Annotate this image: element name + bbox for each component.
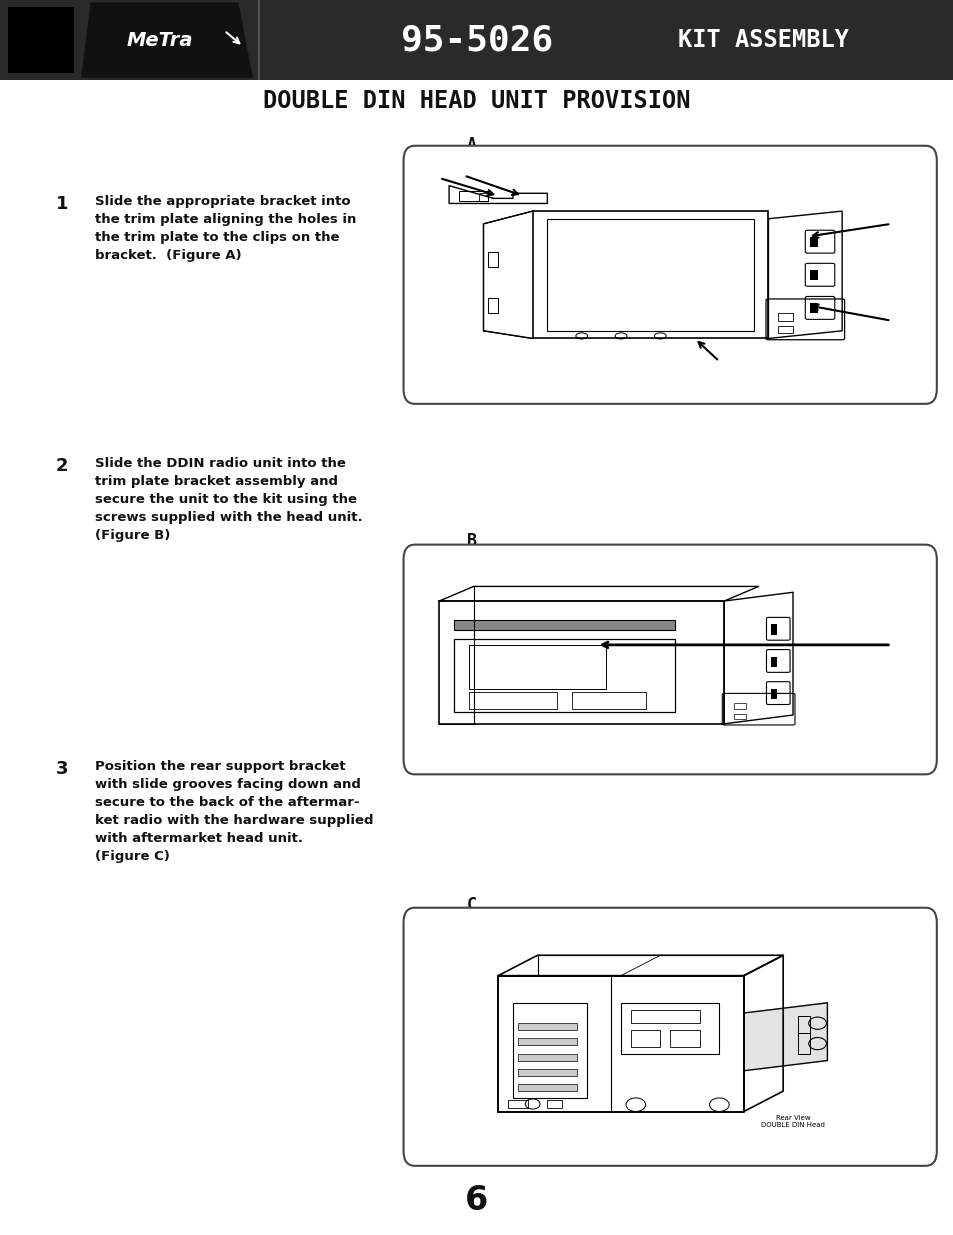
Bar — [809, 303, 817, 312]
Bar — [669, 1030, 699, 1047]
Bar — [797, 1016, 809, 1034]
Text: Rear View
DOUBLE DIN Head: Rear View DOUBLE DIN Head — [760, 1115, 824, 1129]
Text: KIT ASSEMBLY: KIT ASSEMBLY — [677, 28, 848, 52]
Bar — [770, 689, 776, 699]
Bar — [513, 1003, 586, 1098]
Text: 6: 6 — [465, 1184, 488, 1216]
Bar — [630, 1010, 699, 1023]
Bar — [733, 714, 745, 720]
Bar — [458, 190, 488, 201]
Bar — [778, 312, 792, 321]
Bar — [572, 692, 645, 709]
Polygon shape — [743, 1003, 826, 1071]
Bar — [620, 1003, 719, 1053]
Bar — [517, 1053, 577, 1061]
Bar — [8, 7, 74, 73]
FancyBboxPatch shape — [403, 908, 936, 1166]
Bar — [770, 625, 776, 635]
Text: DOUBLE DIN HEAD UNIT PROVISION: DOUBLE DIN HEAD UNIT PROVISION — [263, 89, 690, 114]
Text: 1: 1 — [55, 195, 69, 214]
Text: 95-5026: 95-5026 — [400, 23, 553, 57]
FancyBboxPatch shape — [403, 146, 936, 404]
Bar — [438, 601, 723, 724]
Text: B: B — [467, 531, 476, 550]
Text: A: A — [467, 136, 476, 154]
Bar — [733, 703, 745, 709]
Bar — [517, 1023, 577, 1030]
Bar — [547, 1099, 561, 1108]
Bar — [488, 252, 497, 267]
Bar — [488, 298, 497, 312]
Bar — [778, 326, 792, 333]
Bar — [770, 657, 776, 667]
Bar — [257, 0, 260, 80]
Bar — [508, 1099, 527, 1108]
Text: C: C — [467, 895, 476, 914]
Text: Slide the appropriate bracket into
the trim plate aligning the holes in
the trim: Slide the appropriate bracket into the t… — [95, 195, 356, 262]
Bar — [797, 1034, 809, 1053]
Bar — [454, 638, 675, 713]
Bar — [468, 645, 606, 689]
Text: Slide the DDIN radio unit into the
trim plate bracket assembly and
secure the un: Slide the DDIN radio unit into the trim … — [95, 457, 363, 542]
Text: 2: 2 — [55, 457, 69, 475]
Bar — [809, 269, 817, 280]
Bar — [468, 692, 557, 709]
Polygon shape — [81, 2, 253, 78]
Bar — [630, 1030, 659, 1047]
FancyBboxPatch shape — [403, 545, 936, 774]
Bar — [517, 1084, 577, 1092]
Text: MeTra: MeTra — [127, 31, 193, 49]
Text: Position the rear support bracket
with slide grooves facing down and
secure to t: Position the rear support bracket with s… — [95, 760, 374, 862]
Bar — [478, 193, 488, 201]
Bar — [0, 0, 953, 80]
Bar — [454, 620, 675, 630]
Bar — [517, 1039, 577, 1045]
Bar — [517, 1070, 577, 1076]
Text: 3: 3 — [55, 760, 69, 778]
Bar — [809, 237, 817, 247]
